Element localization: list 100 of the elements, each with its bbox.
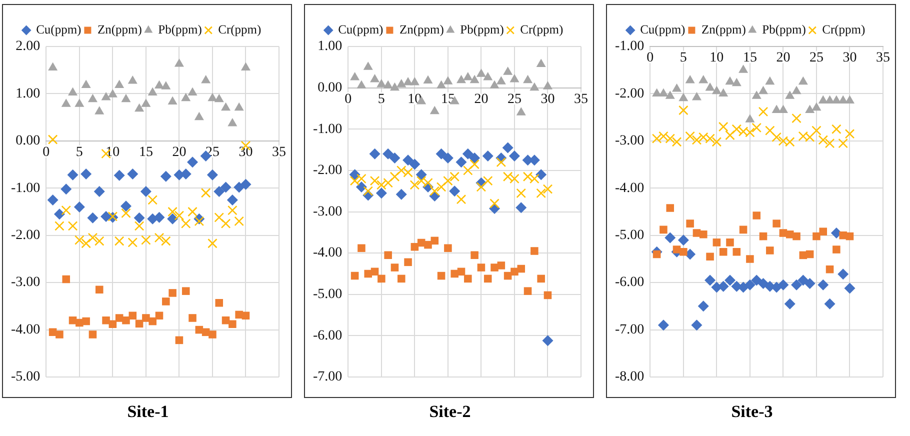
point: [154, 212, 165, 223]
point: [208, 238, 218, 248]
point: [712, 136, 722, 147]
point: [148, 195, 158, 205]
point: [220, 182, 232, 193]
point: [350, 176, 360, 186]
point: [724, 274, 736, 286]
point: [791, 279, 802, 290]
point: [464, 274, 472, 283]
x-tick-label: 15: [742, 50, 757, 66]
x-tick-label: 20: [474, 92, 488, 107]
point: [48, 62, 58, 70]
point: [228, 118, 238, 126]
point: [826, 265, 834, 274]
legend-label: Zn(ppm): [97, 22, 142, 37]
point: [812, 102, 822, 111]
point: [530, 174, 540, 184]
point: [732, 248, 741, 256]
point: [383, 178, 393, 188]
point: [95, 286, 104, 294]
point: [128, 238, 138, 248]
point: [108, 89, 118, 98]
point: [228, 205, 238, 216]
y-tick-label: -6.00: [312, 328, 342, 344]
point: [200, 188, 211, 198]
point: [88, 330, 97, 338]
point: [542, 184, 553, 194]
point: [658, 88, 668, 96]
point: [685, 74, 695, 84]
point: [482, 176, 493, 186]
point: [167, 213, 178, 224]
point: [665, 90, 675, 99]
point: [81, 238, 91, 248]
point: [502, 172, 513, 182]
point: [678, 92, 688, 102]
point: [369, 148, 380, 160]
point: [94, 236, 104, 246]
y-tick-label: -4.00: [312, 246, 342, 261]
point: [350, 72, 360, 80]
point: [102, 316, 110, 324]
point: [496, 76, 506, 84]
point: [396, 188, 407, 200]
point: [818, 95, 828, 104]
point: [502, 142, 514, 154]
text: Site-2: [428, 402, 472, 422]
point: [47, 194, 58, 206]
point: [62, 275, 70, 284]
point: [160, 170, 172, 182]
point: [187, 156, 198, 168]
point: [114, 170, 125, 181]
point: [114, 80, 124, 88]
y-tick-label: -7.00: [312, 370, 342, 385]
y-tick-label: -5.00: [10, 370, 40, 385]
point: [818, 135, 828, 145]
point: [798, 274, 809, 286]
point: [409, 158, 420, 170]
point: [705, 134, 715, 144]
point: [536, 58, 546, 68]
point: [784, 136, 795, 147]
point: [658, 131, 668, 142]
point: [704, 274, 716, 286]
point: [240, 62, 250, 70]
point: [180, 218, 191, 228]
point: [758, 106, 768, 117]
point: [54, 221, 64, 231]
point: [61, 98, 71, 107]
point: [61, 205, 72, 216]
point: [450, 270, 458, 278]
point: [74, 202, 85, 213]
point: [154, 80, 164, 88]
y-tick-label: -5.00: [614, 228, 644, 244]
point: [792, 113, 802, 124]
x-tick-label: 35: [272, 145, 286, 160]
point: [516, 107, 526, 116]
legend-label: Zn(ppm): [701, 22, 746, 37]
point: [234, 102, 244, 111]
point: [804, 278, 816, 290]
point: [370, 74, 380, 82]
point: [148, 87, 158, 96]
x-tick-label: 30: [842, 50, 857, 66]
point: [389, 152, 400, 164]
y-tick-label: 1.00: [318, 39, 342, 54]
point: [120, 200, 132, 212]
y-tick-label: -2.00: [312, 163, 342, 178]
legend-label: Zn(ppm): [399, 22, 444, 37]
point: [706, 252, 714, 260]
x-tick-label: 0: [344, 92, 352, 107]
point: [772, 220, 780, 228]
x-tick-label: 35: [574, 92, 588, 107]
x-tick-label: 30: [540, 92, 555, 107]
point: [470, 251, 478, 260]
point: [402, 154, 414, 166]
point: [497, 262, 506, 270]
point: [462, 148, 474, 160]
point: [140, 186, 152, 197]
point: [678, 105, 688, 116]
point: [370, 268, 379, 276]
point: [482, 150, 494, 162]
point: [228, 320, 236, 328]
point: [364, 270, 372, 278]
